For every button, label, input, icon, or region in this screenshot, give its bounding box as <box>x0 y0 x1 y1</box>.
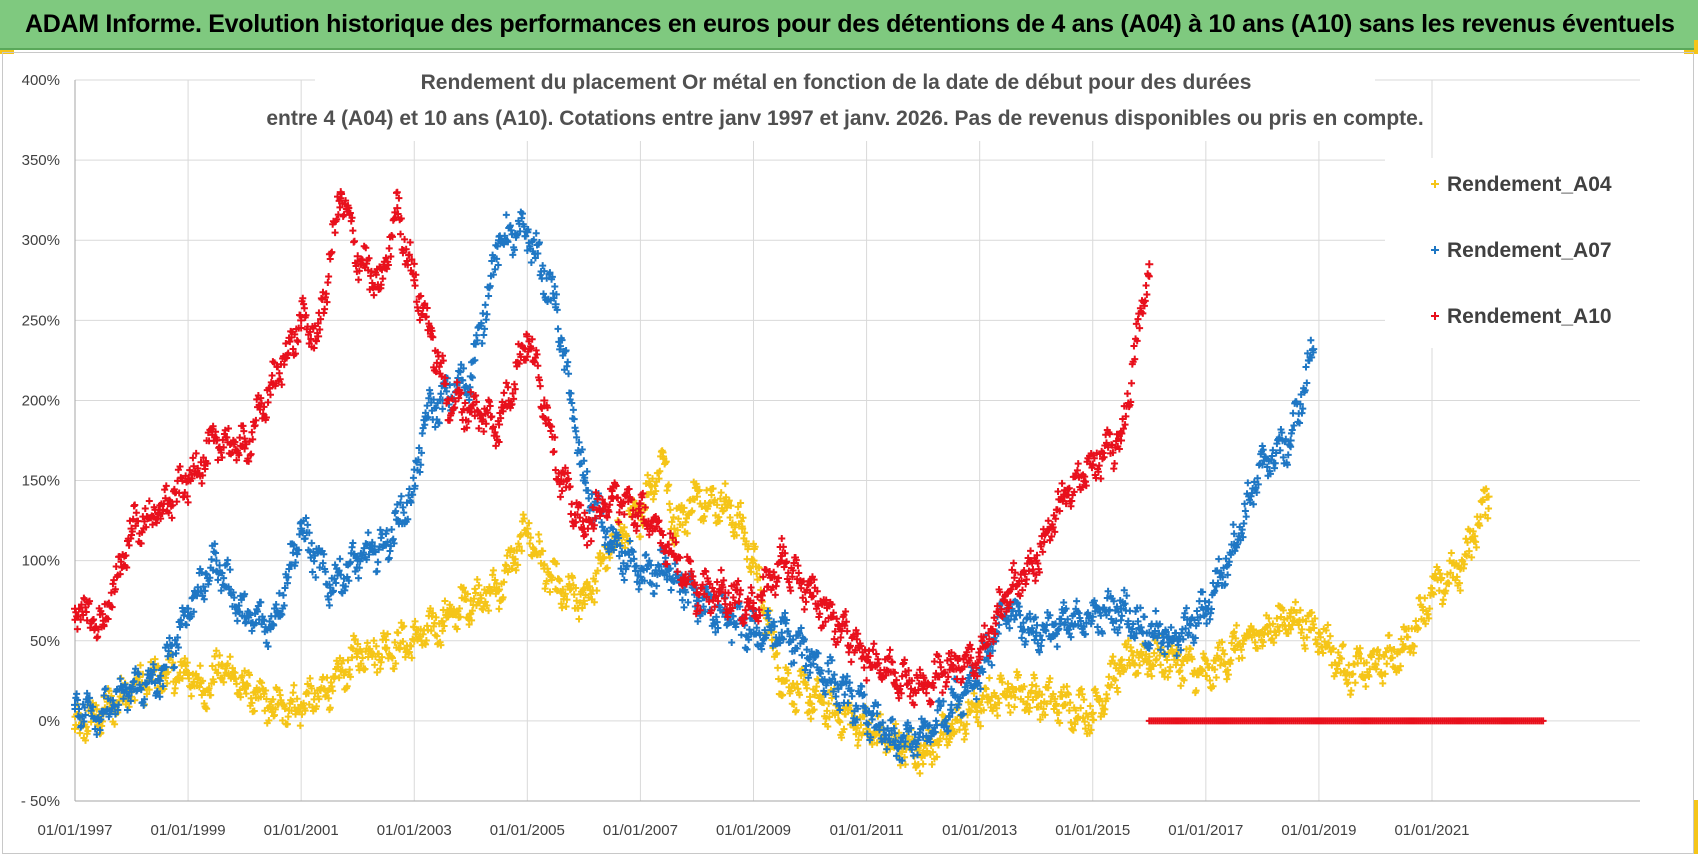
series <box>71 188 1547 777</box>
chart-frame <box>2 52 1694 854</box>
x-tick-label: 01/01/2017 <box>1168 822 1243 839</box>
chart-title-line-2: entre 4 (A04) et 10 ans (A10). Cotations… <box>266 107 1423 130</box>
x-tick-label: 01/01/2015 <box>1055 822 1130 839</box>
y-tick-label: 400% <box>22 72 60 89</box>
x-tick-label: 01/01/2001 <box>264 822 339 839</box>
legend-box <box>1385 158 1640 348</box>
grid <box>74 79 1640 802</box>
page-title: ADAM Informe. Evolution historique des p… <box>25 10 1675 38</box>
x-tick-label: 01/01/1997 <box>37 822 112 839</box>
legend: Rendement_A04 Rendement_A07 Rendement_A10 <box>1385 158 1640 348</box>
series-Rendement_A10 <box>71 188 1154 709</box>
corner-decoration-tr-v <box>1694 40 1698 54</box>
data-point <box>806 692 815 701</box>
axes: - 50% 0% 50% 100% 150% 200% 250% 300% 350% 400% 01… <box>21 72 1640 839</box>
y-tick-label: 250% <box>22 312 60 329</box>
y-tick-label: 300% <box>22 232 60 249</box>
data-point-cloud <box>71 208 1317 765</box>
legend-marker <box>1431 312 1439 320</box>
legend-item: Rendement_A04 <box>1431 173 1612 196</box>
x-tick-label: 01/01/2009 <box>716 822 791 839</box>
data-point <box>212 556 221 565</box>
y-tick-label: 50% <box>30 633 60 650</box>
x-tick-label: 01/01/2021 <box>1394 822 1469 839</box>
legend-label: Rendement_A07 <box>1447 239 1612 262</box>
y-tick-label: 350% <box>22 152 60 169</box>
zero-marker-line <box>1145 717 1547 725</box>
legend-label: Rendement_A10 <box>1447 305 1612 328</box>
corner-decoration-br <box>1694 800 1698 854</box>
legend-marker <box>1431 180 1439 188</box>
x-tick-label: 01/01/2013 <box>942 822 1017 839</box>
y-tick-label: 150% <box>22 473 60 490</box>
x-tick-label: 01/01/2005 <box>490 822 565 839</box>
legend-marker <box>1431 246 1439 254</box>
legend-item: Rendement_A07 <box>1431 239 1612 262</box>
data-point-cloud <box>71 188 1153 709</box>
x-tick-label: 01/01/1999 <box>151 822 226 839</box>
chart-title-background <box>315 65 1375 141</box>
data-point <box>1145 260 1154 269</box>
x-tick-label: 01/01/2019 <box>1281 822 1356 839</box>
legend-item: Rendement_A10 <box>1431 305 1612 328</box>
x-tick-label: 01/01/2003 <box>377 822 452 839</box>
legend-label: Rendement_A04 <box>1447 173 1612 196</box>
x-tick-label: 01/01/2011 <box>830 822 904 839</box>
y-tick-label: 0% <box>38 713 60 730</box>
header-bar: ADAM Informe. Evolution historique des p… <box>0 0 1698 50</box>
series-Rendement_A07 <box>71 208 1318 765</box>
y-tick-label: - 50% <box>21 793 60 810</box>
chart-title-line-1: Rendement du placement Or métal en fonct… <box>421 71 1252 94</box>
data-point <box>466 372 475 381</box>
y-tick-label: 200% <box>22 392 60 409</box>
y-tick-label: 100% <box>22 553 60 570</box>
x-tick-label: 01/01/2007 <box>603 822 678 839</box>
